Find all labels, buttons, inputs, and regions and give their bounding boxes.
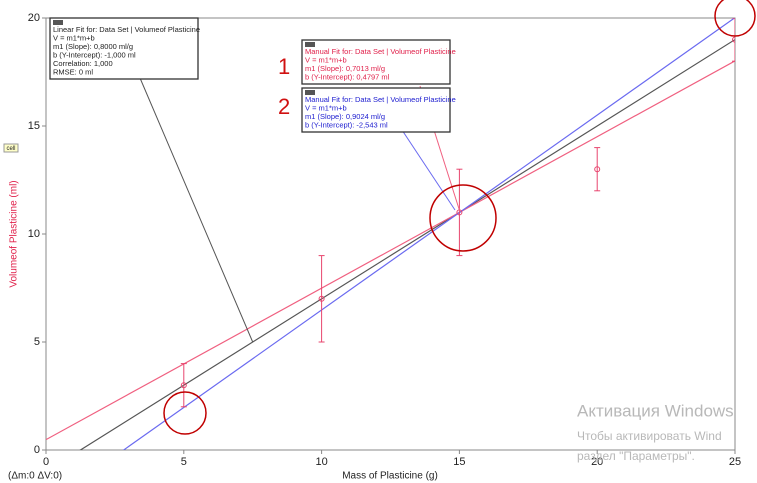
fit-box-text: V = m1*m+b <box>305 103 347 112</box>
fit-box-icon <box>305 90 315 95</box>
highlight-circle <box>163 391 207 435</box>
fit-box-text: Manual Fit for: Data Set | Volumeof Plas… <box>305 47 456 56</box>
fit-box-frame <box>301 39 451 85</box>
watermark-text: Активация Windows <box>577 401 734 420</box>
fit-box: Linear Fit for: Data Set | Volumeof Plas… <box>49 17 200 80</box>
data-point <box>594 166 601 173</box>
fit-box-text: Manual Fit for: Data Set | Volumeof Plas… <box>305 95 456 104</box>
error-bar <box>456 168 463 257</box>
cell-box <box>3 143 19 153</box>
x-tick-label: 5 <box>181 456 187 468</box>
fit-line <box>46 60 735 441</box>
error-bar <box>594 147 601 192</box>
fit-box-icon <box>305 42 315 47</box>
marker-number: 1 <box>278 54 290 79</box>
highlight-circle <box>429 184 497 252</box>
x-axis-label: Mass of Plasticine (g) <box>342 471 438 482</box>
cell-label: cell <box>6 146 15 152</box>
fit-box-frame <box>49 17 199 80</box>
x-tick-label: 25 <box>729 456 741 468</box>
fit-box-text: RMSE: 0 ml <box>53 67 93 76</box>
fit-box: Manual Fit for: Data Set | Volumeof Plas… <box>301 39 456 85</box>
y-axis-label: Volumeof Plasticine (ml) <box>9 180 20 287</box>
error-bar <box>180 363 187 408</box>
fit-box-text: m1 (Slope): 0,9024 ml/g <box>305 112 385 121</box>
y-tick-label: 20 <box>28 12 40 24</box>
fit-box-icon <box>53 20 63 25</box>
delta-label: (Δm:0 ΔV:0) <box>8 471 62 482</box>
watermark-text: Чтобы активировать Wind <box>577 429 722 443</box>
fit-box-frame <box>301 87 451 133</box>
x-tick-label: 20 <box>591 456 603 468</box>
y-tick-label: 5 <box>34 336 40 348</box>
data-point <box>732 36 735 43</box>
fit-box-text: Linear Fit for: Data Set | Volumeof Plas… <box>53 25 200 34</box>
data-point <box>318 295 325 302</box>
fit-line <box>122 18 735 450</box>
fit-box-text: b (Y-Intercept): -1,000 ml <box>53 50 136 59</box>
fit-box-text: b (Y-Intercept): 0,4797 ml <box>305 72 390 81</box>
fit-box-text: m1 (Slope): 0,8000 ml/g <box>53 42 133 51</box>
y-tick-label: 0 <box>34 444 40 456</box>
data-point <box>180 382 187 389</box>
marker-number: 2 <box>278 94 290 119</box>
fit-line <box>79 39 735 450</box>
fit-box-text: V = m1*m+b <box>305 55 347 64</box>
error-bar <box>732 18 735 62</box>
plot-area <box>46 18 735 450</box>
highlight-circle <box>714 0 756 37</box>
watermark-text: раздел "Параметры". <box>577 449 695 463</box>
y-tick-label: 10 <box>28 228 40 240</box>
x-tick-label: 0 <box>43 456 49 468</box>
error-bar <box>318 255 325 343</box>
callout-line <box>139 77 254 343</box>
fit-box-text: V = m1*m+b <box>53 33 95 42</box>
fit-box-text: b (Y-Intercept): -2,543 ml <box>305 120 388 129</box>
fit-box-text: m1 (Slope): 0,7013 ml/g <box>305 64 385 73</box>
y-tick-label: 15 <box>28 120 40 132</box>
x-tick-label: 15 <box>453 456 465 468</box>
x-tick-label: 10 <box>315 456 327 468</box>
fit-box: Manual Fit for: Data Set | Volumeof Plas… <box>301 87 456 133</box>
fit-box-text: Correlation: 1,000 <box>53 59 113 68</box>
callout-line <box>399 126 456 211</box>
